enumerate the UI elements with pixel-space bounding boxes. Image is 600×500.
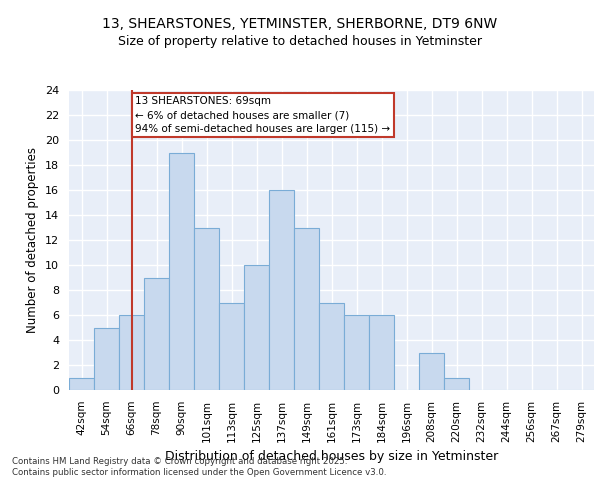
Text: 13 SHEARSTONES: 69sqm
← 6% of detached houses are smaller (7)
94% of semi-detach: 13 SHEARSTONES: 69sqm ← 6% of detached h… — [135, 96, 391, 134]
Text: 13, SHEARSTONES, YETMINSTER, SHERBORNE, DT9 6NW: 13, SHEARSTONES, YETMINSTER, SHERBORNE, … — [103, 18, 497, 32]
Bar — [119, 315, 144, 390]
Bar — [94, 328, 119, 390]
Bar — [419, 352, 444, 390]
Bar — [244, 265, 269, 390]
Bar — [269, 190, 294, 390]
Bar — [219, 302, 244, 390]
Bar — [369, 315, 394, 390]
Bar — [294, 228, 319, 390]
Text: Size of property relative to detached houses in Yetminster: Size of property relative to detached ho… — [118, 35, 482, 48]
Bar — [194, 228, 219, 390]
Bar — [319, 302, 344, 390]
X-axis label: Distribution of detached houses by size in Yetminster: Distribution of detached houses by size … — [165, 450, 498, 463]
Bar — [344, 315, 369, 390]
Bar — [444, 378, 469, 390]
Bar — [144, 278, 169, 390]
Bar — [69, 378, 94, 390]
Text: Contains HM Land Registry data © Crown copyright and database right 2025.
Contai: Contains HM Land Registry data © Crown c… — [12, 458, 386, 477]
Bar — [169, 152, 194, 390]
Y-axis label: Number of detached properties: Number of detached properties — [26, 147, 40, 333]
